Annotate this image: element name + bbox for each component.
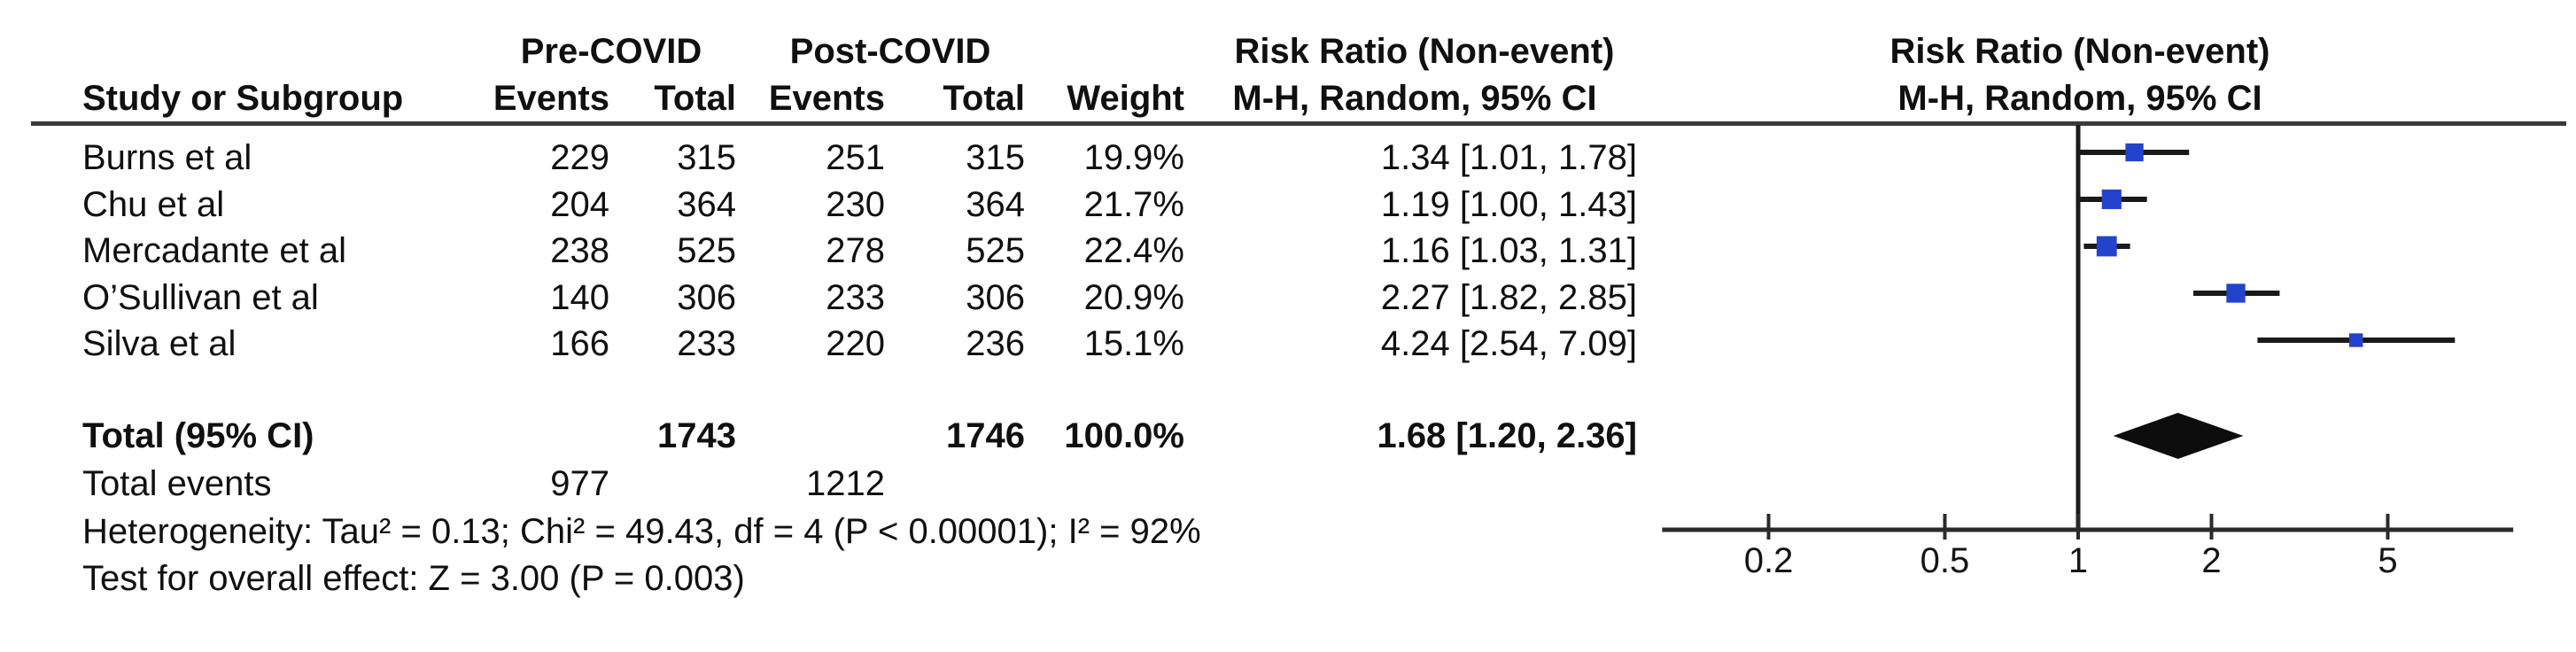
weight-value: 15.1% (1083, 324, 1184, 363)
weight-value: 19.9% (1083, 138, 1184, 177)
pre-events-value: 140 (550, 278, 609, 317)
pre-events-value: 229 (550, 138, 609, 177)
header-rule (31, 121, 2566, 126)
axis-tick-label: 0.5 (1920, 541, 1970, 580)
total-rr-ci: 1.68 [1.20, 2.36] (1377, 416, 1637, 455)
rr-ci-value: 1.34 [1.01, 1.78] (1380, 138, 1637, 177)
pre-total-value: 233 (677, 324, 736, 363)
rr-column-header-method: M-H, Random, 95% CI (1232, 79, 1597, 118)
post-total-value: 306 (966, 278, 1025, 317)
total-events-label: Total events (82, 464, 272, 503)
group-header-pre-covid: Pre-COVID (520, 32, 702, 71)
rr-column-header-title: Risk Ratio (Non-event) (1234, 32, 1615, 71)
weight-value: 22.4% (1083, 231, 1184, 270)
post-events-value: 233 (826, 278, 885, 317)
effect-marker (2348, 333, 2363, 347)
plot-header-method: M-H, Random, 95% CI (1897, 79, 2262, 118)
post-total-value: 364 (966, 185, 1025, 224)
effect-marker (2096, 236, 2117, 257)
total-events-pre: 977 (550, 464, 609, 503)
pre-total-value: 306 (677, 278, 736, 317)
rr-ci-value: 1.19 [1.00, 1.43] (1380, 185, 1637, 224)
total-post-total: 1746 (946, 416, 1025, 455)
col-header-pre-events: Events (493, 79, 609, 118)
post-events-value: 251 (826, 138, 885, 177)
post-events-value: 220 (826, 324, 885, 363)
pre-events-value: 238 (550, 231, 609, 270)
study-name: Chu et al (82, 185, 225, 224)
effect-marker (2125, 143, 2144, 162)
post-events-value: 278 (826, 231, 885, 270)
post-total-value: 525 (966, 231, 1025, 270)
col-header-post-events: Events (768, 79, 885, 118)
pre-events-value: 204 (550, 185, 609, 224)
study-name: Burns et al (82, 138, 252, 177)
total-weight: 100.0% (1064, 416, 1184, 455)
study-name: Mercadante et al (82, 231, 346, 270)
axis-tick-label: 0.2 (1744, 541, 1794, 580)
summary-diamond (2113, 413, 2244, 459)
total-events-post: 1212 (806, 464, 885, 503)
col-header-study: Study or Subgroup (82, 79, 404, 118)
axis-tick-label: 1 (2068, 541, 2088, 580)
axis-tick-label: 5 (2378, 541, 2397, 580)
pre-total-value: 364 (677, 185, 736, 224)
study-name: O’Sullivan et al (82, 278, 319, 317)
effect-marker (2226, 283, 2246, 303)
pre-events-value: 166 (550, 324, 609, 363)
effect-marker (2101, 189, 2122, 210)
col-header-post-total: Total (943, 79, 1025, 118)
col-header-pre-total: Total (654, 79, 736, 118)
rr-ci-value: 1.16 [1.03, 1.31] (1380, 231, 1637, 270)
rr-ci-value: 4.24 [2.54, 7.09] (1380, 324, 1637, 363)
col-header-weight: Weight (1067, 79, 1184, 118)
pre-total-value: 525 (677, 231, 736, 270)
weight-value: 21.7% (1083, 185, 1184, 224)
post-total-value: 315 (966, 138, 1025, 177)
plot-header-title: Risk Ratio (Non-event) (1889, 32, 2270, 71)
rr-ci-value: 2.27 [1.82, 2.85] (1380, 278, 1637, 317)
total-row-label: Total (95% CI) (82, 416, 314, 455)
pre-total-value: 315 (677, 138, 736, 177)
group-header-post-covid: Post-COVID (789, 32, 991, 71)
overall-effect-line: Test for overall effect: Z = 3.00 (P = 0… (82, 559, 745, 598)
post-total-value: 236 (966, 324, 1025, 363)
study-name: Silva et al (82, 324, 237, 363)
post-events-value: 230 (826, 185, 885, 224)
weight-value: 20.9% (1083, 278, 1184, 317)
total-pre-total: 1743 (657, 416, 736, 455)
heterogeneity-line: Heterogeneity: Tau² = 0.13; Chi² = 49.43… (82, 512, 1201, 551)
axis-tick-label: 2 (2201, 541, 2221, 580)
